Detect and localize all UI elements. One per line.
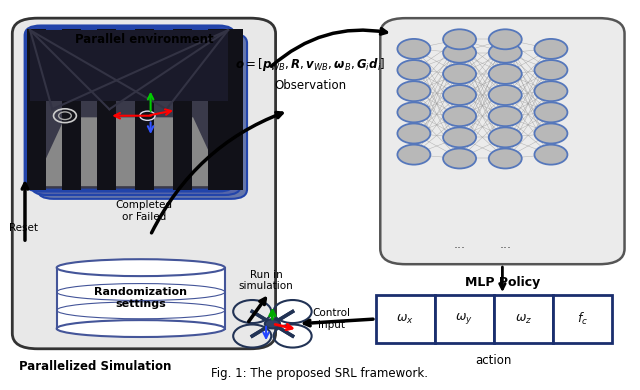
Circle shape xyxy=(534,60,568,80)
Circle shape xyxy=(489,149,522,168)
Text: $\omega_x$: $\omega_x$ xyxy=(396,312,414,326)
Text: Parallelized Simulation: Parallelized Simulation xyxy=(19,360,171,372)
Circle shape xyxy=(534,39,568,59)
Text: Control
input: Control input xyxy=(312,308,351,330)
Text: Fig. 1: The proposed SRL framework.: Fig. 1: The proposed SRL framework. xyxy=(211,367,429,380)
Circle shape xyxy=(489,85,522,105)
Circle shape xyxy=(397,81,430,101)
Text: $\omega_y$: $\omega_y$ xyxy=(456,312,473,326)
Text: Randomization
settings: Randomization settings xyxy=(94,287,188,309)
Circle shape xyxy=(534,124,568,144)
Circle shape xyxy=(534,81,568,101)
Circle shape xyxy=(443,106,476,126)
Circle shape xyxy=(489,64,522,84)
Bar xyxy=(30,30,228,101)
Text: Reset: Reset xyxy=(9,223,38,233)
FancyBboxPatch shape xyxy=(31,30,241,195)
Bar xyxy=(97,28,116,190)
Circle shape xyxy=(443,64,476,84)
Bar xyxy=(173,28,192,190)
Circle shape xyxy=(397,124,430,144)
Text: ...: ... xyxy=(499,238,511,252)
Bar xyxy=(62,28,81,190)
Circle shape xyxy=(489,128,522,147)
Text: ...: ... xyxy=(454,238,465,252)
Bar xyxy=(553,295,612,343)
Text: action: action xyxy=(476,354,512,367)
Ellipse shape xyxy=(57,259,225,276)
Bar xyxy=(223,28,243,190)
Bar xyxy=(208,28,227,190)
Circle shape xyxy=(443,85,476,105)
Circle shape xyxy=(489,29,522,49)
Text: MLP Policy: MLP Policy xyxy=(465,276,540,289)
Circle shape xyxy=(443,128,476,147)
Text: Completed
or Failed: Completed or Failed xyxy=(115,200,172,222)
Circle shape xyxy=(443,149,476,168)
Text: Run in
simulation: Run in simulation xyxy=(239,269,294,291)
FancyBboxPatch shape xyxy=(38,34,247,199)
Text: Parallel environment: Parallel environment xyxy=(75,33,213,46)
Polygon shape xyxy=(33,117,225,186)
FancyBboxPatch shape xyxy=(12,18,276,349)
FancyBboxPatch shape xyxy=(25,26,234,191)
Circle shape xyxy=(443,43,476,63)
FancyBboxPatch shape xyxy=(380,18,625,264)
Circle shape xyxy=(397,60,430,80)
Text: Observation: Observation xyxy=(275,79,346,92)
Circle shape xyxy=(534,145,568,165)
Ellipse shape xyxy=(57,320,225,337)
Bar xyxy=(435,295,494,343)
Circle shape xyxy=(265,319,280,328)
Circle shape xyxy=(397,39,430,59)
Bar xyxy=(27,28,46,190)
Bar xyxy=(494,295,553,343)
Circle shape xyxy=(489,43,522,63)
Bar xyxy=(57,268,225,328)
Text: $\omega_z$: $\omega_z$ xyxy=(515,312,532,326)
Text: $f_c$: $f_c$ xyxy=(577,311,588,327)
FancyBboxPatch shape xyxy=(27,28,231,190)
Bar xyxy=(376,295,435,343)
Circle shape xyxy=(489,106,522,126)
Circle shape xyxy=(443,29,476,49)
Circle shape xyxy=(397,102,430,122)
Text: $\boldsymbol{o}=[\boldsymbol{p}_{WB}, \boldsymbol{R}, \boldsymbol{v}_{WB}, \bold: $\boldsymbol{o}=[\boldsymbol{p}_{WB}, \b… xyxy=(236,56,386,73)
Circle shape xyxy=(534,102,568,122)
Bar xyxy=(135,28,154,190)
Circle shape xyxy=(397,145,430,165)
